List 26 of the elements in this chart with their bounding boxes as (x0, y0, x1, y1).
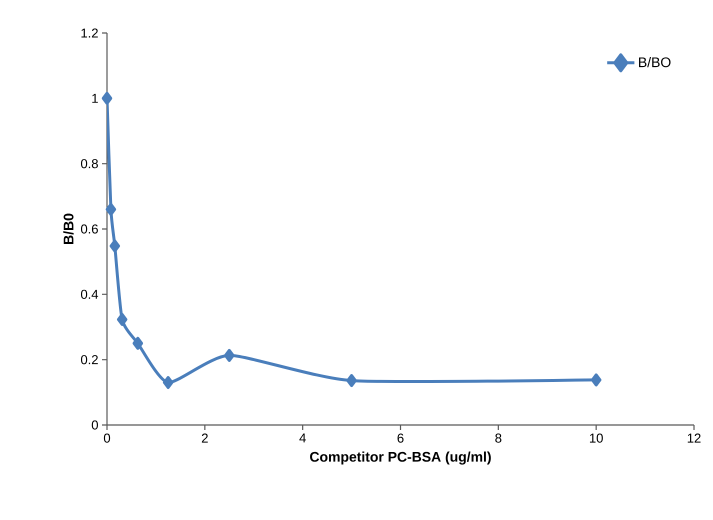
point (102, 92, 112, 105)
point (132, 336, 144, 350)
x-tick-label: 6 (398, 434, 404, 443)
x-tick-label: 12 (688, 434, 701, 443)
x-tick-label: 4 (299, 434, 306, 442)
y-tick-label: 1 (92, 94, 98, 103)
point (590, 373, 602, 386)
x-tick-label: 2 (202, 434, 208, 443)
y-tick-label: 1.2 (81, 28, 98, 38)
point (162, 376, 174, 390)
y-tick-label: 0.8 (80, 159, 98, 168)
x-tick-label: 10 (590, 434, 603, 443)
point (346, 374, 357, 388)
x-axis-title: Competitor PC-BSA (ug/ml) (310, 452, 491, 465)
point (224, 348, 235, 362)
x-tick-label: 0 (104, 434, 110, 443)
y-tick-label: 0.4 (80, 290, 98, 299)
y-tick-label: 0.6 (80, 224, 98, 234)
y-tick-label: 0 (92, 420, 98, 430)
x-tick-label: 8 (495, 434, 502, 443)
y-tick-label: 0.2 (80, 355, 98, 364)
point (116, 312, 128, 326)
point (110, 239, 120, 252)
y-axis-title: B/B0 (63, 214, 74, 244)
legend-label: B/BO (639, 56, 671, 68)
point (106, 202, 116, 216)
